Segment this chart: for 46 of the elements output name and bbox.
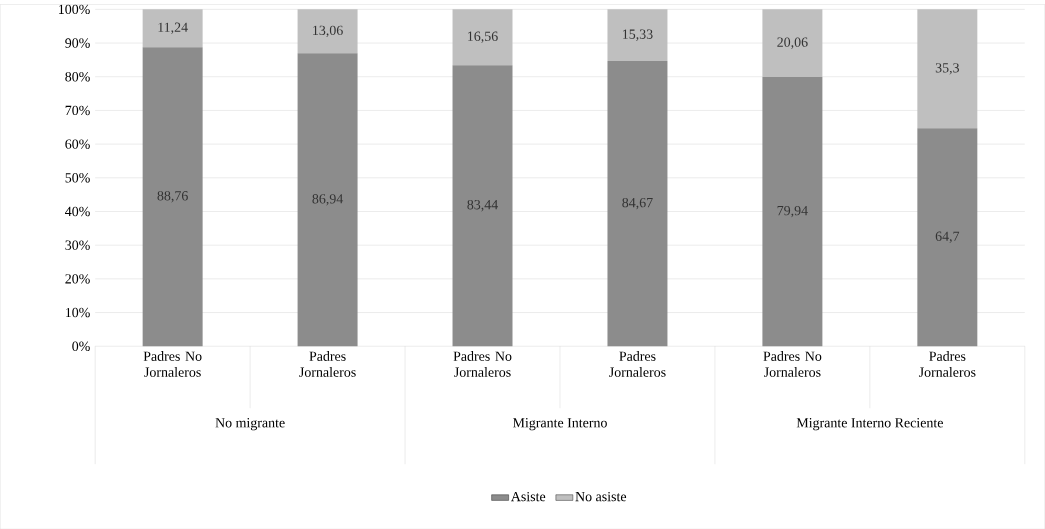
bar: [762, 9, 823, 77]
x-tick-label: Padres Jornaleros: [299, 350, 356, 377]
bar: [142, 47, 203, 347]
y-tick-label: 80%: [65, 71, 90, 82]
text: No migrante: [215, 417, 285, 431]
bar: [297, 53, 358, 347]
bar: [762, 76, 823, 347]
y-tick-label: 70%: [65, 105, 90, 115]
y-tick-label: 40%: [65, 206, 90, 217]
y-tick-label: 60%: [65, 139, 90, 149]
y-tick-label: 100%: [59, 4, 90, 14]
x-tick-label: Padres Jornaleros: [609, 350, 666, 377]
data-label: 11,24: [158, 22, 188, 34]
y-tick-label: 30%: [65, 240, 90, 250]
bar: [917, 9, 978, 129]
data-label: 35,3: [935, 62, 959, 75]
data-label: 84,67: [622, 197, 653, 210]
data-label: 83,44: [467, 199, 498, 212]
y-tick-label: 10%: [65, 307, 90, 318]
data-label: 13,06: [313, 25, 343, 37]
bar: [917, 128, 978, 347]
bar: [452, 9, 513, 65]
data-label: 79,94: [777, 205, 808, 218]
bar: [607, 9, 668, 61]
bar: [607, 60, 668, 347]
y-tick-label: 90%: [65, 38, 90, 48]
y-tick-label: 50%: [65, 172, 90, 183]
data-label: 20,06: [777, 37, 808, 49]
data-label: 86,94: [312, 193, 344, 206]
x-tick-label: Padres Jornaleros: [918, 350, 976, 377]
y-tick-label: 0%: [72, 341, 90, 351]
bar: [452, 64, 513, 347]
bar: [297, 9, 358, 54]
x-tick-label: Padres No Jornaleros: [763, 350, 822, 377]
legend-label: Asiste: [510, 491, 546, 502]
data-label: 64,7: [935, 231, 960, 243]
data-label: 15,33: [622, 29, 653, 41]
x-tick-label: Padres No Jornaleros: [143, 350, 202, 377]
y-tick-label: 20%: [65, 273, 90, 284]
text: Migrante Interno Reciente: [796, 417, 943, 431]
bar: [142, 9, 203, 48]
data-label: 16,56: [468, 31, 498, 43]
text: Migrante Interno: [512, 417, 607, 431]
legend-label: No asiste: [575, 491, 627, 502]
data-label: 88,76: [157, 190, 188, 203]
x-tick-label: Padres No Jornaleros: [453, 350, 512, 377]
